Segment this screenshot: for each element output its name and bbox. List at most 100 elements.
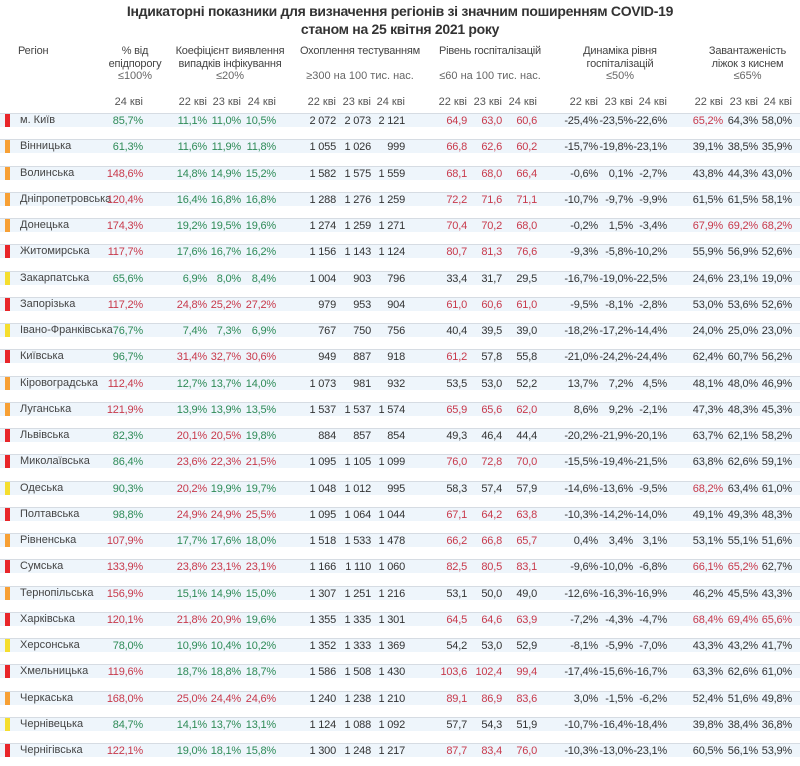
beds-value: 62,4%: [692, 351, 723, 364]
epid-value: 96,7%: [112, 351, 143, 364]
hosp-value: 80,7: [446, 246, 467, 259]
dyn-value: 8,6%: [573, 403, 598, 416]
test-value: 1 012: [344, 482, 371, 495]
beds-value: 63,4%: [727, 482, 758, 495]
coef-value: 24,9%: [176, 508, 207, 521]
epid-value: 122,1%: [106, 745, 143, 757]
dyn-value: -21,0%: [564, 351, 598, 364]
coef-value: 12,7%: [176, 377, 207, 390]
beds-value: 64,3%: [727, 115, 758, 127]
dyn-value: 0,4%: [573, 535, 598, 547]
dyn-value: -9,5%: [570, 298, 598, 311]
coef-value: 21,5%: [245, 456, 276, 469]
row-band: [0, 323, 800, 337]
coef-value: 6,9%: [182, 272, 207, 285]
beds-value: 47,3%: [692, 403, 723, 416]
table-row: Сумська 133,9% 23,8% 23,1% 23,1% 1 166 1 110 1 …: [0, 559, 800, 585]
region-name: Одеська: [20, 481, 64, 494]
dyn-value: -16,7%: [564, 272, 598, 285]
beds-value: 52,6%: [761, 246, 792, 259]
date-header: 23 кві: [342, 96, 371, 108]
beds-value: 36,8%: [761, 718, 792, 731]
test-value: 1 095: [309, 508, 336, 521]
test-value: 1 300: [309, 745, 336, 757]
test-value: 1 259: [344, 220, 371, 232]
table-row: Луганська 121,9% 13,9% 13,9% 13,5% 1 537 1 537…: [0, 401, 800, 428]
hosp-value: 83,6: [516, 692, 537, 705]
coef-value: 10,2%: [245, 640, 276, 652]
date-header: 24 кві: [638, 96, 667, 108]
epid-value: 133,9%: [106, 561, 143, 574]
test-value: 1 110: [345, 561, 371, 574]
date-header: 23 кві: [473, 96, 502, 108]
beds-value: 55,9%: [692, 246, 723, 259]
test-value: 1 288: [309, 193, 336, 206]
beds-value: 43,8%: [692, 167, 723, 180]
row-band: [0, 165, 800, 180]
dyn-value: -6,8%: [639, 561, 667, 574]
test-value: 1 574: [378, 403, 405, 416]
coef-value: 20,2%: [176, 482, 207, 495]
beds-value: 65,2%: [692, 115, 723, 127]
test-value: 2 073: [344, 115, 371, 127]
hosp-value: 64,5: [446, 613, 467, 626]
epid-value: 65,6%: [112, 272, 143, 285]
beds-value: 63,8%: [692, 456, 723, 469]
date-header: 24 кві: [376, 96, 405, 108]
test-value: 918: [387, 351, 405, 364]
beds-value: 56,2%: [761, 351, 792, 364]
dyn-value: -14,4%: [633, 325, 667, 337]
coef-value: 7,4%: [182, 325, 207, 337]
row-band: [0, 716, 800, 731]
test-value: 1 276: [344, 193, 371, 206]
test-value: 1 333: [344, 640, 371, 652]
epid-value: 168,0%: [106, 692, 143, 705]
hosp-value: 49,0: [516, 587, 537, 600]
test-value: 1 217: [378, 745, 405, 757]
beds-value: 51,6%: [727, 692, 758, 705]
test-value: 1 355: [309, 613, 336, 626]
test-value: 1 274: [309, 220, 336, 232]
dyn-value: -9,7%: [605, 193, 633, 206]
beds-value: 63,3%: [692, 666, 723, 679]
risk-level-indicator: [5, 612, 10, 626]
beds-value: 23,1%: [727, 272, 758, 285]
hosp-value: 89,1: [446, 692, 467, 705]
date-header: 22 кві: [438, 96, 467, 108]
hosp-value: 66,4: [516, 167, 537, 180]
hosp-value: 66,8: [481, 535, 502, 547]
table-row: Київська 96,7% 31,4% 32,7% 30,6% 949 887 918 61,…: [0, 349, 800, 375]
coef-value: 20,5%: [210, 430, 241, 442]
dyn-value: -9,9%: [639, 193, 667, 206]
beds-value: 68,2%: [761, 220, 792, 232]
region-name: Луганська: [20, 402, 72, 415]
risk-level-indicator: [5, 507, 10, 521]
risk-level-indicator: [5, 717, 10, 731]
region-name: Тернопільська: [20, 586, 94, 599]
dyn-value: -16,4%: [599, 718, 633, 731]
table-row: Херсонська 78,0% 10,9% 10,4% 10,2% 1 352 1 333…: [0, 638, 800, 664]
hosp-value: 31,7: [481, 272, 502, 285]
row-band: [0, 296, 800, 311]
beds-value: 62,7%: [761, 561, 792, 574]
title-line-1: Індикаторні показники для визначення рег…: [126, 3, 674, 19]
coef-value: 13,9%: [176, 403, 207, 416]
beds-value: 65,2%: [727, 561, 758, 574]
hosp-value: 57,4: [481, 482, 502, 495]
table-row: Львівська 82,3% 20,1% 20,5% 19,8% 884 857 854 49…: [0, 428, 800, 454]
hosp-value: 64,6: [481, 613, 502, 626]
test-value: 1 240: [309, 692, 336, 705]
risk-level-indicator: [5, 219, 10, 232]
row-band: [0, 244, 800, 259]
dyn-value: -8,1%: [570, 640, 598, 652]
row-band: [0, 139, 800, 154]
test-value: 1 044: [378, 508, 405, 521]
coef-value: 19,2%: [176, 220, 207, 232]
coef-value: 15,1%: [176, 587, 207, 600]
dyn-value: -24,2%: [599, 351, 633, 364]
coef-value: 23,6%: [176, 456, 207, 469]
coef-value: 18,1%: [210, 745, 241, 757]
region-name: Волинська: [20, 166, 75, 179]
hosp-value: 76,0: [516, 745, 537, 757]
